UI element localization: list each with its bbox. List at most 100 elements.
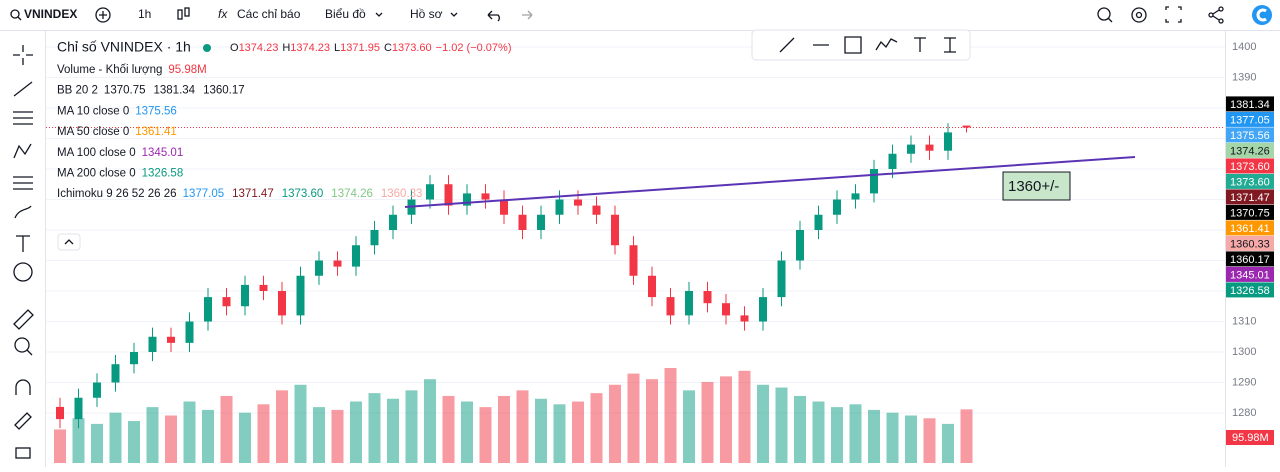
candle-body bbox=[204, 297, 212, 322]
candle-body bbox=[130, 352, 138, 365]
interval[interactable]: 1h bbox=[138, 7, 151, 21]
volume-bar bbox=[183, 401, 196, 463]
candle-body bbox=[925, 144, 934, 151]
legend-value: 95.98M bbox=[168, 64, 206, 76]
y-tick-label: 1310 bbox=[1232, 315, 1256, 327]
undo[interactable] bbox=[487, 10, 500, 22]
volume-bar bbox=[535, 398, 547, 463]
volume-bar bbox=[276, 390, 288, 463]
volume-bar bbox=[794, 395, 806, 463]
price-tag-label: 1360.33 bbox=[1230, 238, 1270, 250]
price-tag-label: 1374.26 bbox=[1230, 145, 1270, 157]
volume-bar bbox=[720, 376, 732, 463]
candle-body bbox=[222, 297, 231, 307]
price-tag bbox=[1226, 204, 1274, 220]
volume-bar bbox=[128, 421, 140, 463]
candle-body bbox=[888, 153, 897, 169]
fx-icon[interactable]: fx bbox=[218, 7, 228, 21]
candle-body bbox=[259, 284, 268, 291]
symbol-search[interactable]: VNINDEX bbox=[10, 7, 77, 21]
price-tag-label: 1361.41 bbox=[1230, 223, 1270, 235]
price-tag bbox=[1226, 251, 1274, 267]
symbol[interactable]: VNINDEX bbox=[24, 7, 77, 21]
drawing-toolbar[interactable] bbox=[751, 29, 971, 61]
price-tag-label: 1360.17 bbox=[1230, 254, 1270, 266]
volume-bar bbox=[72, 418, 85, 463]
volume-bar bbox=[738, 370, 751, 463]
candle-body bbox=[241, 284, 249, 307]
candle-body bbox=[611, 214, 619, 246]
candle-body bbox=[370, 230, 379, 246]
candle-body bbox=[685, 291, 693, 316]
volume-bar bbox=[165, 415, 177, 463]
candle-body bbox=[814, 214, 823, 230]
chevron bbox=[64, 239, 74, 245]
indicators[interactable]: Các chỉ báo bbox=[237, 7, 301, 21]
candle-body bbox=[278, 291, 286, 316]
price-tag bbox=[1226, 158, 1274, 174]
volume-tag-label: 95.98M bbox=[1232, 432, 1269, 444]
annotation: 1360+/- bbox=[1008, 178, 1059, 195]
candle-body bbox=[722, 303, 730, 316]
redo[interactable] bbox=[522, 10, 533, 20]
volume-bar bbox=[886, 412, 899, 463]
price-tag-label: 1370.75 bbox=[1230, 207, 1270, 219]
volume-bar bbox=[590, 393, 603, 463]
legend-value: 1373.60 bbox=[282, 188, 324, 200]
candle-body bbox=[851, 193, 860, 200]
volume-bar bbox=[202, 409, 214, 463]
y-tick-label: 1400 bbox=[1232, 41, 1256, 53]
volume-bar bbox=[757, 384, 769, 463]
ohlc-value: C bbox=[384, 42, 392, 54]
legend-name: BB 20 2 bbox=[57, 85, 98, 97]
candle-body bbox=[426, 184, 434, 200]
volume-bar bbox=[257, 404, 270, 463]
volume-bar bbox=[498, 395, 510, 463]
legend-name: MA 10 close 0 bbox=[57, 105, 129, 117]
candle-body bbox=[962, 125, 971, 128]
status-dot bbox=[203, 44, 211, 52]
volume-bar bbox=[553, 404, 566, 463]
candle-body bbox=[315, 260, 323, 276]
volume-bar bbox=[701, 381, 714, 463]
volume-bar bbox=[313, 407, 325, 463]
volume-bar bbox=[942, 423, 954, 463]
volume-bar bbox=[664, 368, 677, 463]
chart-menu[interactable]: Biểu đồ bbox=[325, 7, 366, 21]
chart-type[interactable] bbox=[177, 7, 190, 20]
collapse-legend[interactable] bbox=[57, 233, 81, 251]
price-tag bbox=[1226, 142, 1274, 158]
candle-body bbox=[833, 199, 841, 215]
candle-body bbox=[500, 199, 508, 215]
annotation-box bbox=[1002, 171, 1071, 201]
volume-bar bbox=[350, 401, 362, 463]
candle-body bbox=[333, 260, 342, 267]
candle-body bbox=[93, 382, 101, 398]
candle-body bbox=[666, 297, 675, 316]
profile[interactable]: Hồ sơ bbox=[410, 7, 443, 21]
price-tag-label: 1326.58 bbox=[1230, 285, 1270, 297]
candle-body bbox=[185, 321, 194, 343]
candle-body bbox=[796, 230, 804, 261]
top-toolbar bbox=[0, 0, 1280, 30]
volume-bar bbox=[627, 373, 640, 463]
candle-body bbox=[574, 199, 582, 206]
add-symbol[interactable] bbox=[95, 7, 111, 23]
candle-body bbox=[444, 184, 453, 206]
top-right-icons[interactable] bbox=[1097, 5, 1272, 25]
y-tick-label: 1280 bbox=[1232, 407, 1256, 419]
legend-value: 1326.58 bbox=[142, 168, 184, 180]
price-tag bbox=[1226, 235, 1274, 251]
candle-body bbox=[167, 336, 175, 343]
legend-value: 1345.01 bbox=[142, 147, 184, 159]
candle-body bbox=[555, 199, 564, 215]
price-tag bbox=[1226, 220, 1274, 236]
price-tag bbox=[1226, 282, 1274, 298]
left-toolbar[interactable] bbox=[13, 45, 34, 459]
volume-bar bbox=[775, 387, 788, 463]
volume-tag bbox=[1226, 430, 1274, 445]
legend-value: 1377.05 bbox=[183, 188, 225, 200]
legend-title: Chỉ số VNINDEX · 1h bbox=[57, 39, 191, 55]
volume-bar bbox=[405, 390, 418, 463]
